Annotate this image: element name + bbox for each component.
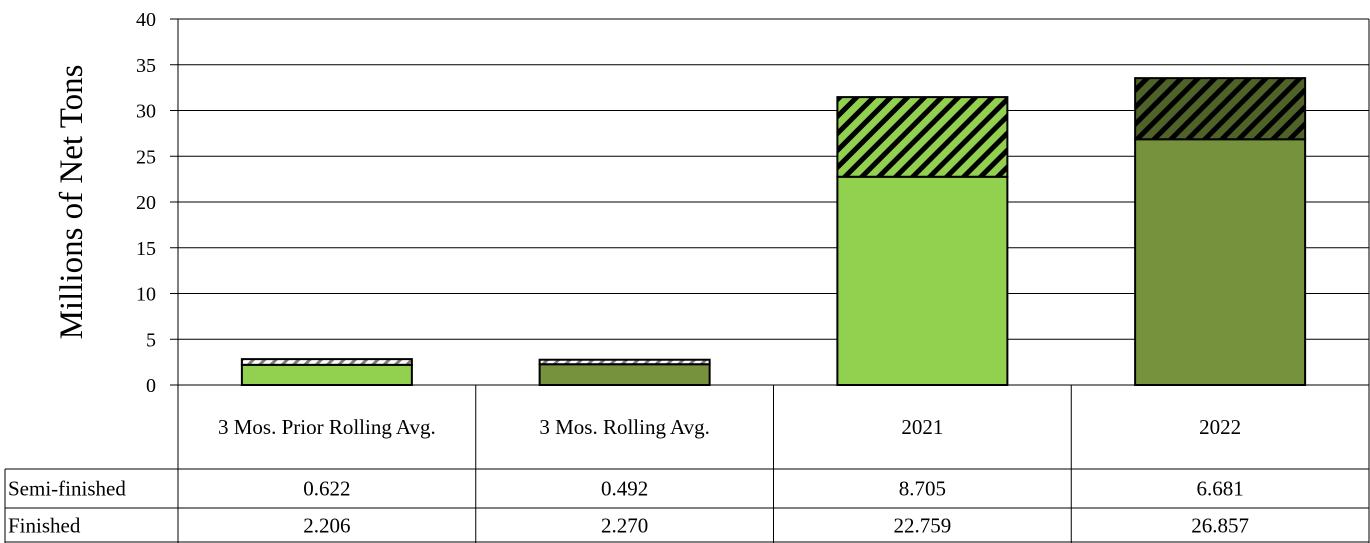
y-tick-label: 15 <box>136 238 156 260</box>
bar-semi-finished <box>240 358 413 366</box>
y-tick-label: 0 <box>146 375 156 397</box>
y-tick-label: 20 <box>136 192 156 214</box>
table-row-label: Semi-finished <box>8 477 126 501</box>
x-tick-label: 2021 <box>901 415 943 439</box>
data-label: 8.705 <box>899 477 946 501</box>
y-tick-label: 30 <box>136 101 156 123</box>
x-tick-label: 3 Mos. Prior Rolling Avg. <box>218 415 436 439</box>
bar-finished <box>836 175 1009 386</box>
bar-semi-finished <box>836 96 1009 178</box>
data-label: 22.759 <box>894 514 952 538</box>
y-axis-title: Millions of Net Tons <box>54 65 90 340</box>
bar-finished <box>240 363 413 386</box>
bar-semi-finished <box>1134 77 1307 141</box>
y-tick-label: 5 <box>146 329 156 351</box>
table-row-label: Finished <box>8 514 81 538</box>
data-label: 2.206 <box>303 514 350 538</box>
data-label: 26.857 <box>1191 514 1249 538</box>
data-label: 0.492 <box>601 477 648 501</box>
bar-finished <box>1134 138 1307 386</box>
x-tick-label: 3 Mos. Rolling Avg. <box>539 415 710 439</box>
y-tick-label: 40 <box>136 9 156 31</box>
bar-semi-finished <box>538 358 711 366</box>
data-label: 0.622 <box>303 477 350 501</box>
x-tick-label: 2022 <box>1199 415 1241 439</box>
y-tick-label: 35 <box>136 55 156 77</box>
bar-finished <box>538 363 711 386</box>
y-tick-label: 25 <box>136 146 156 168</box>
y-tick-label: 10 <box>136 284 156 306</box>
data-label: 6.681 <box>1197 477 1244 501</box>
data-label: 2.270 <box>601 514 648 538</box>
